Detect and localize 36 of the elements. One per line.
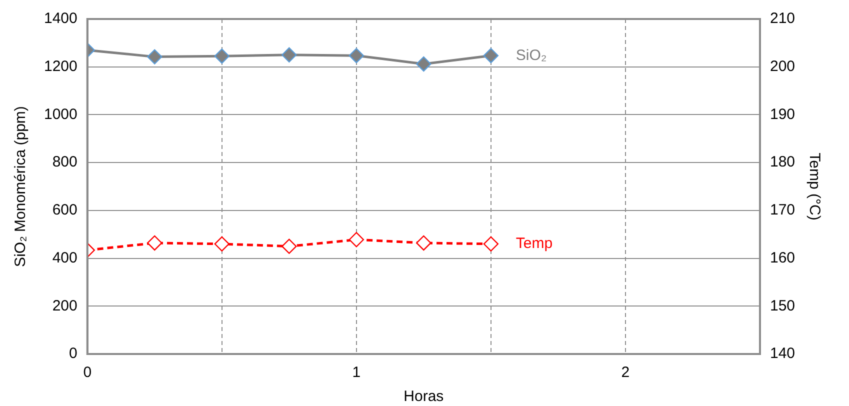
x-axis-title: Horas [404,388,444,406]
point [348,232,364,248]
point [282,238,297,254]
point [483,236,499,252]
y2-tick-label: 180 [770,154,796,171]
x-tick-label: 2 [621,364,630,382]
y-tick-label: 1400 [44,10,78,28]
point [147,49,162,64]
point [483,48,499,64]
y2-axis-title: Temp (°C) [806,152,823,220]
point [416,56,432,72]
point [416,235,432,251]
y2-tick-label: 140 [770,345,796,362]
point [147,235,162,251]
point [348,48,364,64]
x-tick-label: 0 [83,364,92,382]
y-tick-label: 800 [52,154,78,171]
y2-tick-label: 170 [770,202,796,219]
x-tick-label: 1 [352,364,361,382]
y-tick-label: 1000 [44,106,78,123]
point [282,47,297,62]
y-tick-label: 200 [52,297,78,314]
y2-tick-label: 190 [770,106,796,123]
y2-tick-label: 200 [770,58,796,75]
y-tick-label: 1200 [44,58,78,75]
y-tick-label: 400 [52,249,78,266]
y2-tick-label: 150 [770,297,796,314]
point [214,236,230,252]
point [214,48,230,64]
y2-tick-label: 210 [770,10,796,28]
series-label: Temp [516,235,553,252]
y-tick-label: 600 [52,202,78,219]
y-tick-label: 0 [69,345,78,362]
y-axis-title: SiO₂ Monomérica (ppm) [12,106,30,267]
y2-tick-label: 160 [770,249,796,266]
series-label: SiO₂ [516,46,547,64]
